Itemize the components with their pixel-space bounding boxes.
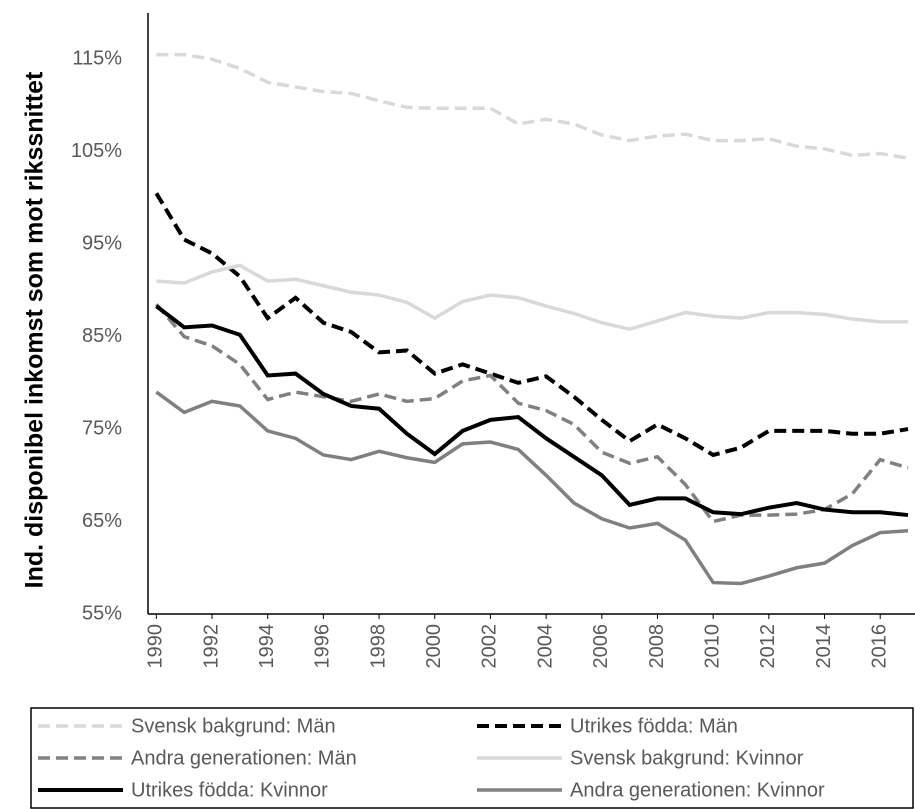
legend-label: Utrikes födda: Kvinnor [131, 779, 328, 801]
legend-label: Svensk bakgrund: Män [131, 715, 336, 737]
x-tick-label: 2012 [757, 624, 779, 669]
legend-label: Svensk bakgrund: Kvinnor [570, 747, 804, 769]
y-tick-label: 115% [72, 48, 122, 70]
line [154, 192, 909, 458]
line [155, 303, 909, 524]
x-tick-label: 1996 [312, 624, 334, 669]
x-tick-label: 2006 [590, 624, 612, 669]
y-axis-label: Ind. disponibel inkomst som mot rikssnit… [21, 71, 49, 588]
y-tick-label: 95% [82, 232, 122, 254]
line [156, 263, 909, 332]
x-tick-label: 2010 [701, 624, 723, 669]
y-tick-label: 55% [82, 602, 122, 624]
line [155, 390, 909, 586]
x-tick-label: 2000 [423, 624, 445, 669]
x-tick-label: 1994 [256, 624, 278, 669]
legend-label: Andra generationen: Kvinnor [570, 779, 825, 801]
y-tick-label: 105% [71, 140, 122, 162]
x-tick-label: 1990 [145, 624, 167, 669]
x-tick-label: 2014 [813, 624, 835, 669]
legend-box [30, 707, 914, 809]
y-tick-label: 85% [82, 325, 122, 347]
line [156, 52, 909, 160]
line [155, 304, 909, 518]
x-tick-label: 2016 [868, 624, 890, 669]
x-tick-label: 2008 [646, 624, 668, 669]
y-tick-label: 65% [82, 510, 122, 532]
y-tick-label: 75% [82, 417, 122, 439]
legend-label: Andra generationen: Män [131, 747, 357, 769]
x-tick-label: 1998 [367, 624, 389, 669]
x-tick-label: 1992 [200, 624, 222, 669]
x-tick-label: 2004 [534, 624, 556, 669]
x-tick-label: 2002 [479, 624, 501, 669]
legend-label: Utrikes födda: Män [570, 715, 738, 737]
